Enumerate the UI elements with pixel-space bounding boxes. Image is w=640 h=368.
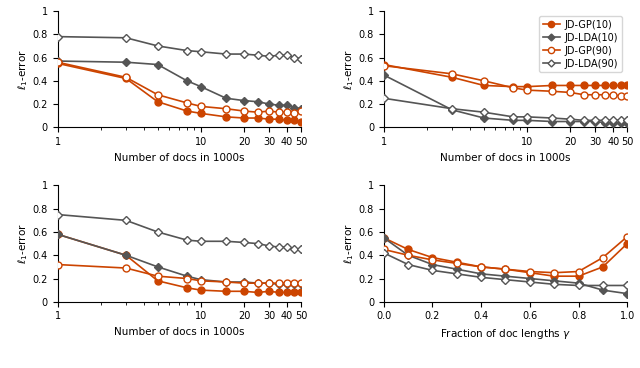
Y-axis label: $\ell_1$-error: $\ell_1$-error	[16, 223, 29, 264]
X-axis label: Fraction of doc lengths $\gamma$: Fraction of doc lengths $\gamma$	[440, 327, 571, 341]
Y-axis label: $\ell_1$-error: $\ell_1$-error	[16, 49, 29, 89]
Y-axis label: $\ell_1$-error: $\ell_1$-error	[342, 49, 356, 89]
Y-axis label: $\ell_1$-error: $\ell_1$-error	[342, 223, 356, 264]
X-axis label: Number of docs in 1000s: Number of docs in 1000s	[114, 327, 244, 337]
X-axis label: Number of docs in 1000s: Number of docs in 1000s	[114, 153, 244, 163]
Legend: JD-GP(10), JD-LDA(10), JD-GP(90), JD-LDA(90): JD-GP(10), JD-LDA(10), JD-GP(90), JD-LDA…	[539, 16, 622, 72]
X-axis label: Number of docs in 1000s: Number of docs in 1000s	[440, 153, 571, 163]
